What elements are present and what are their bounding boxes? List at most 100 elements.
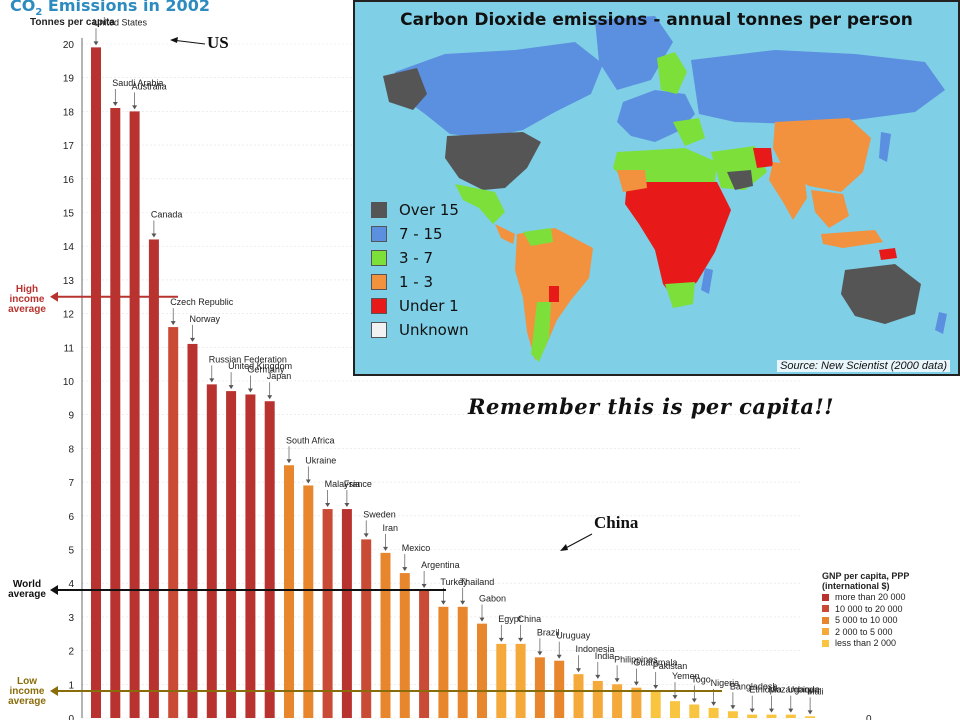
legend-label: 10 000 to 20 000 — [835, 603, 903, 614]
us-annotation: US — [207, 33, 229, 52]
category-label: India — [595, 651, 615, 661]
label-pointer-arrow — [672, 695, 678, 700]
category-label: Bangladesh — [730, 681, 778, 691]
bar — [303, 485, 314, 718]
label-pointer-arrow — [421, 583, 427, 588]
map-legend-swatch — [371, 226, 387, 242]
map-madagascar — [701, 268, 713, 294]
reference-arrow — [50, 686, 58, 697]
label-pointer-arrow — [788, 708, 794, 713]
map-legend-row: Under 1 — [371, 294, 469, 318]
legend-label: 2 000 to 5 000 — [835, 626, 893, 637]
chart-title: CO2 Emissions in 2002 — [10, 0, 210, 19]
label-pointer-arrow — [209, 378, 215, 383]
y-tick-label: 13 — [63, 276, 75, 287]
map-legend-label: Under 1 — [399, 297, 459, 315]
category-label: Pakistan — [653, 661, 688, 671]
label-pointer-arrow — [267, 395, 273, 400]
map-south-africa — [665, 282, 695, 308]
legend-entry: more than 20 000 — [822, 592, 960, 603]
map-southeast-asia — [811, 190, 849, 228]
map-legend-row: 3 - 7 — [371, 246, 469, 270]
y-tick-label: 4 — [68, 579, 74, 590]
map-greenland — [595, 16, 673, 90]
category-label: Brazil — [537, 627, 560, 637]
map-saudi — [727, 170, 753, 190]
remember-note: Remember this is per capita!! — [468, 394, 834, 419]
map-legend-label: 7 - 15 — [399, 225, 443, 243]
map-legend: Over 15 7 - 15 3 - 7 1 - 3 Under 1 Unkno… — [371, 198, 469, 342]
map-legend-row: Unknown — [371, 318, 469, 342]
bar — [91, 47, 101, 719]
bar — [592, 680, 603, 718]
legend-label: 5 000 to 10 000 — [835, 615, 898, 626]
label-pointer-arrow — [498, 637, 504, 642]
bar — [457, 606, 468, 718]
category-label: Mexico — [402, 543, 431, 553]
map-west-africa — [617, 170, 647, 192]
label-pointer-arrow — [769, 708, 774, 713]
category-label: Uruguay — [556, 631, 591, 641]
legend-label: more than 20 000 — [835, 592, 906, 603]
bar — [747, 714, 758, 718]
y-tick-label: 8 — [68, 444, 74, 455]
category-label: Guatemala — [633, 658, 677, 668]
label-pointer-arrow — [402, 567, 408, 572]
bar — [477, 623, 487, 718]
label-pointer-arrow — [170, 321, 176, 326]
category-label: Turkey — [440, 577, 468, 587]
bar — [148, 239, 159, 718]
bar — [399, 573, 410, 718]
map-legend-row: Over 15 — [371, 198, 469, 222]
category-label: United States — [93, 17, 148, 27]
category-label: Philippines — [614, 654, 658, 664]
map-new-zealand — [935, 312, 947, 334]
category-label: Ethiopia — [749, 685, 782, 695]
bar — [361, 539, 372, 718]
label-pointer-arrow — [112, 102, 118, 107]
y-tick-label: 17 — [63, 141, 75, 152]
category-label: Mozambique — [769, 685, 821, 695]
map-source: Source: New Scientist (2000 data) — [777, 360, 950, 372]
bar — [573, 674, 584, 718]
label-pointer-arrow — [132, 105, 138, 110]
label-pointer-arrow — [383, 546, 388, 551]
label-pointer-arrow — [653, 685, 659, 690]
map-japan — [879, 132, 891, 162]
legend-swatch — [822, 605, 829, 613]
map-legend-label: Over 15 — [399, 201, 459, 219]
category-label: Russian Federation — [209, 354, 287, 364]
bar — [766, 714, 777, 718]
map-eastern-europe — [673, 118, 705, 146]
label-pointer-arrow — [614, 678, 620, 683]
map-europe — [617, 90, 695, 142]
category-label: Argentina — [421, 560, 460, 570]
bar — [226, 391, 237, 718]
map-sub-saharan-africa — [625, 182, 731, 300]
label-pointer-arrow — [730, 705, 736, 710]
legend-entry: less than 2 000 — [822, 638, 960, 649]
map-legend-swatch — [371, 202, 387, 218]
map-title: Carbon Dioxide emissions - annual tonnes… — [400, 10, 913, 30]
map-legend-row: 7 - 15 — [371, 222, 469, 246]
legend-swatch — [822, 639, 829, 647]
legend-title-line-2: (international $) — [822, 581, 890, 591]
label-pointer-arrow — [190, 337, 195, 342]
category-label: Canada — [151, 209, 183, 219]
label-pointer-arrow — [556, 654, 562, 659]
y-tick-label: 15 — [63, 209, 75, 220]
map-paraguay — [549, 286, 559, 302]
bar — [708, 707, 719, 718]
label-pointer-arrow — [460, 600, 466, 605]
map-scandinavia — [657, 52, 687, 94]
category-label: Togo — [691, 675, 711, 685]
label-pointer-arrow — [325, 503, 331, 508]
category-label: Mali — [807, 686, 824, 696]
category-label: Japan — [267, 371, 292, 381]
legend-entry: 10 000 to 20 000 — [822, 604, 960, 615]
label-pointer-arrow — [711, 701, 717, 706]
y-tick-label: 14 — [63, 242, 75, 253]
legend-swatch — [822, 628, 829, 636]
category-label: Egypt — [498, 614, 522, 624]
